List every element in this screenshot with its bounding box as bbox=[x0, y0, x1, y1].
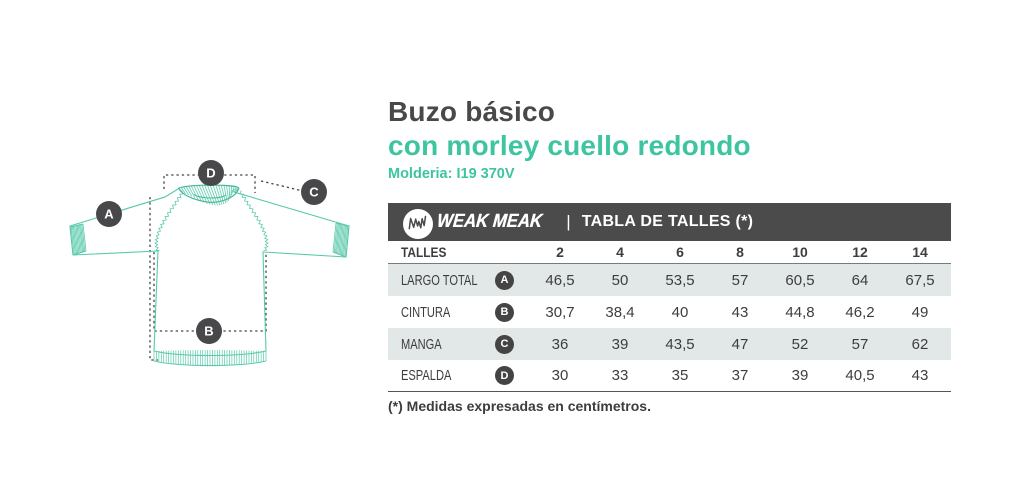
svg-text:C: C bbox=[309, 185, 319, 200]
svg-text:B: B bbox=[204, 324, 213, 339]
svg-text:D: D bbox=[206, 166, 215, 181]
svg-text:A: A bbox=[104, 207, 114, 222]
